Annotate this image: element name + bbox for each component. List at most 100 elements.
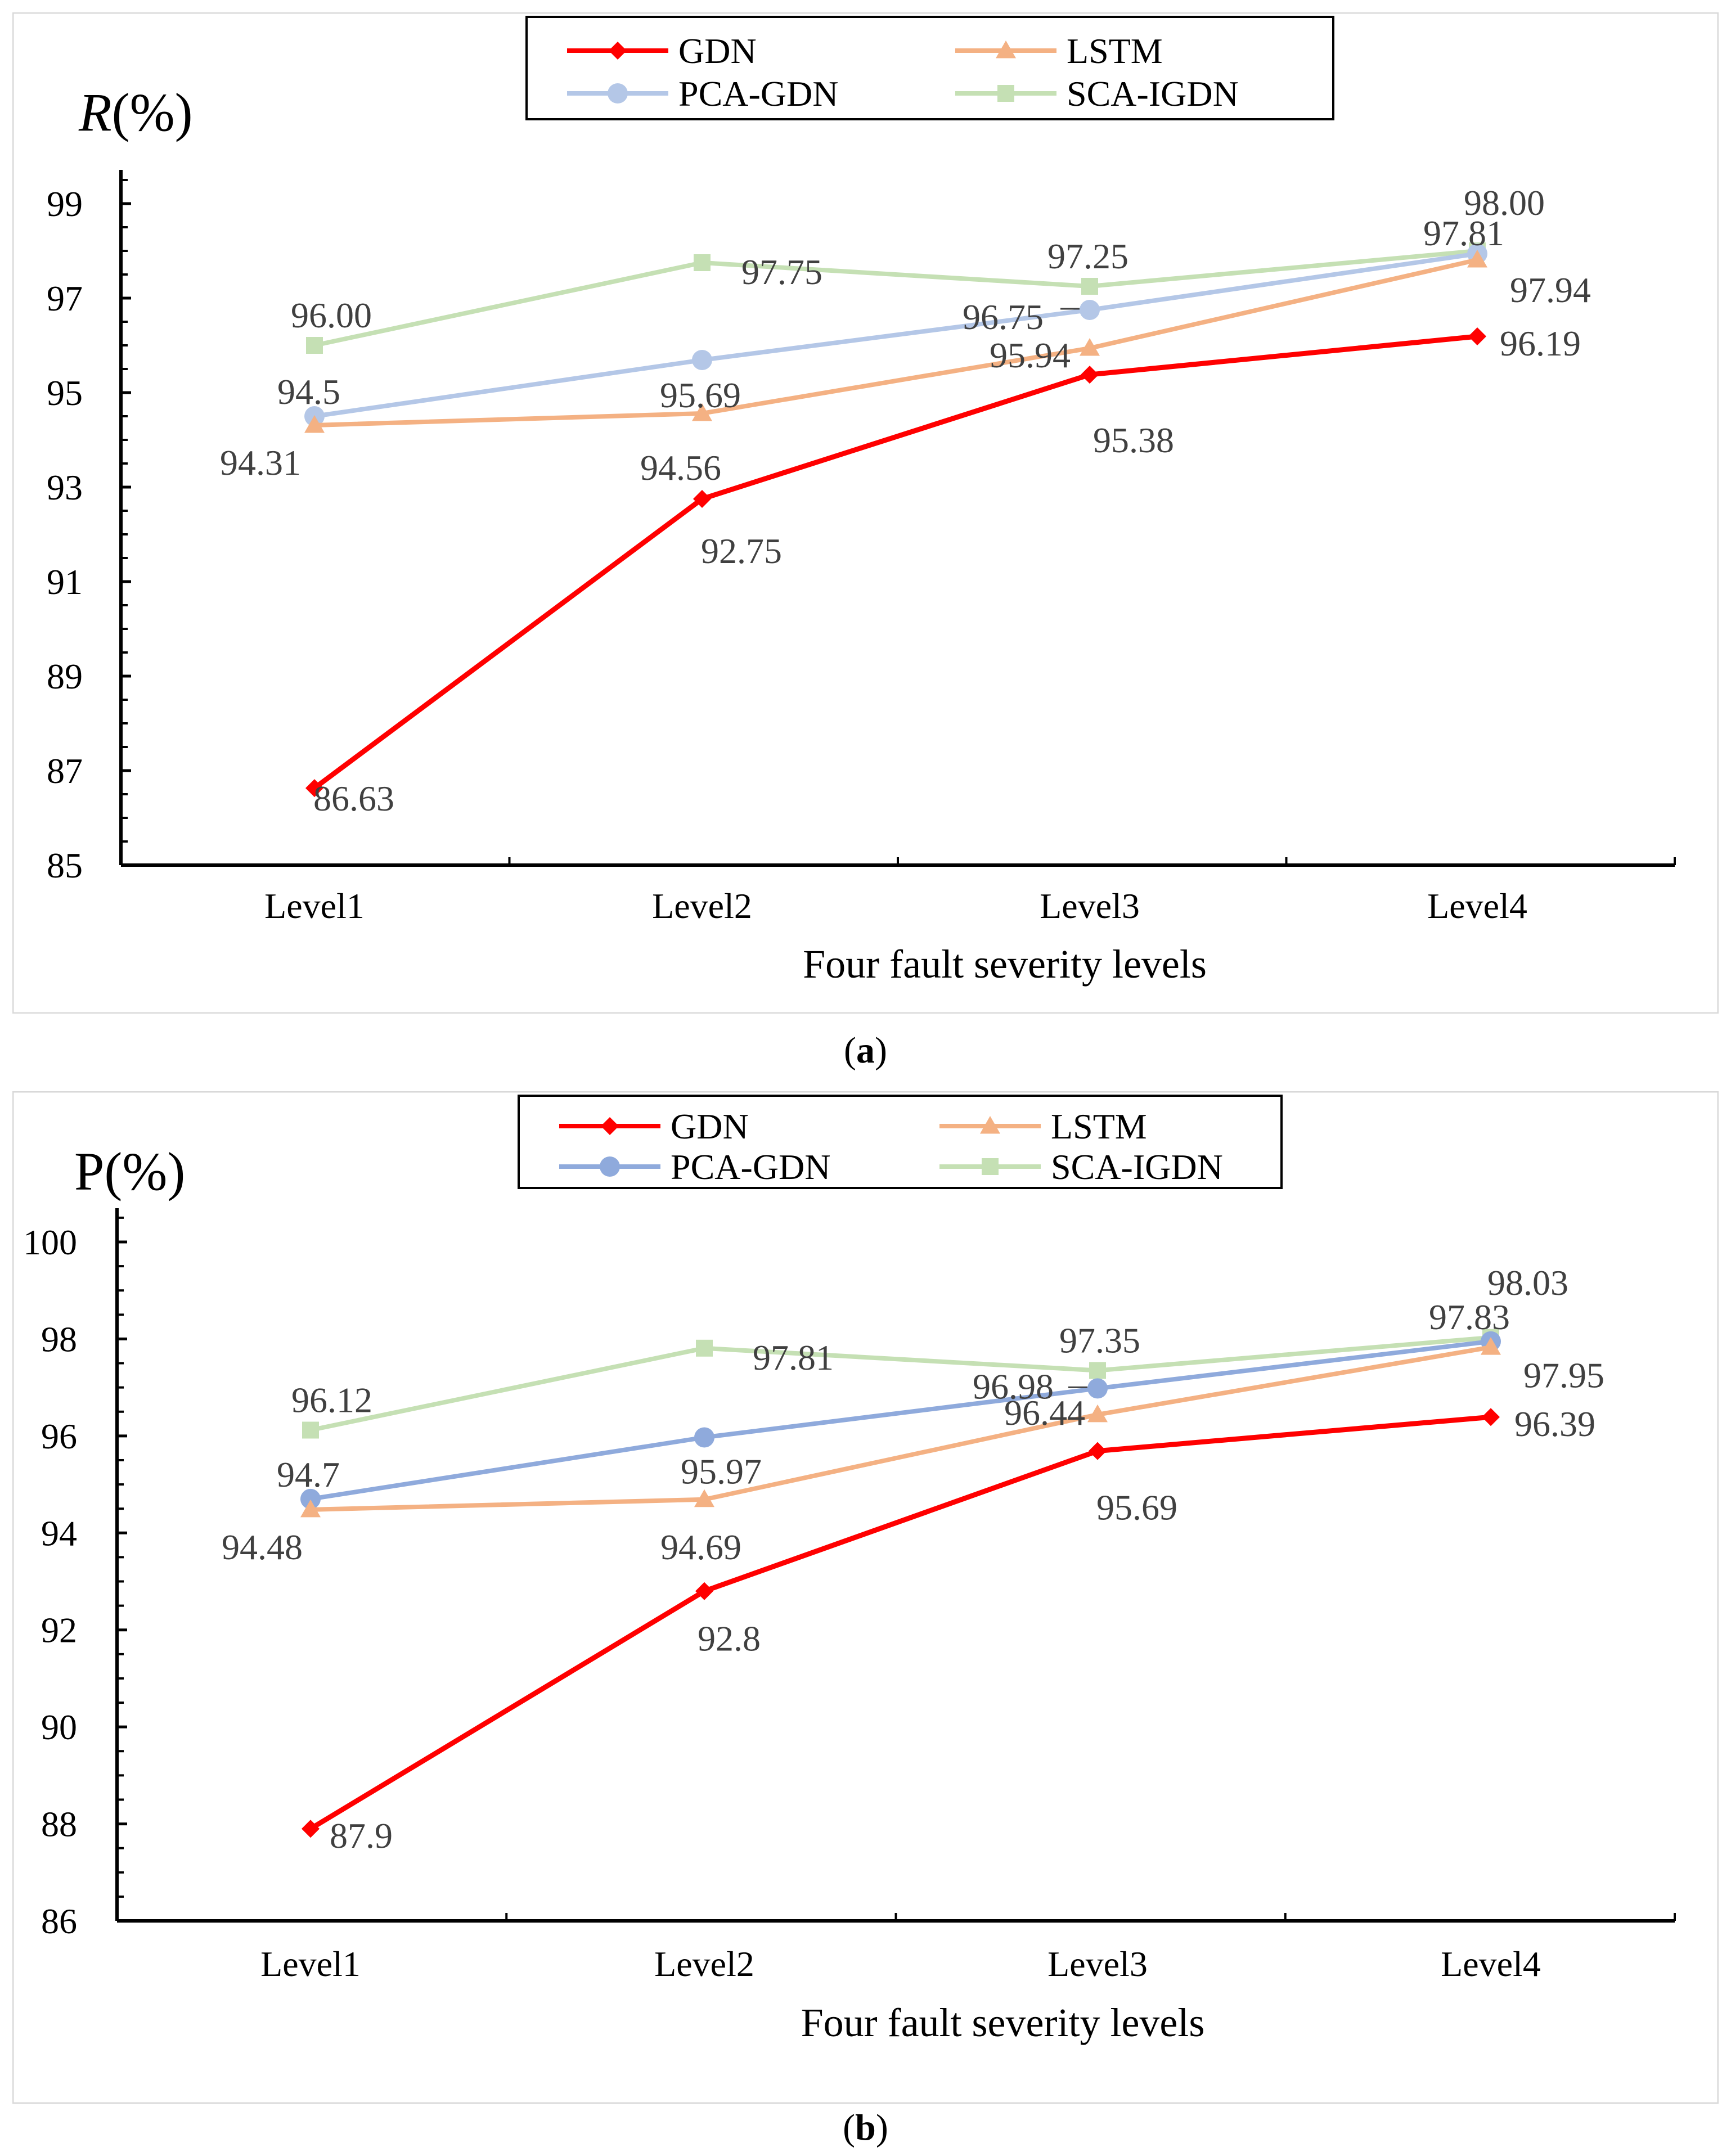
data-label-pca-gdn: 95.97 [681, 1451, 762, 1491]
y-tick-label: 97 [47, 278, 83, 318]
legend-marker-gdn [601, 1117, 619, 1135]
series-line-sca-igdn [310, 1335, 1491, 1433]
data-point-sca-igdn [696, 1339, 713, 1357]
legend-marker-lstm [996, 40, 1016, 58]
data-label-sca-igdn: 97.75 [741, 252, 822, 292]
data-label-gdn: 87.9 [330, 1816, 393, 1856]
x-axis-title: Four fault severity levels [803, 942, 1207, 987]
data-point-sca-igdn [694, 254, 711, 271]
data-label-lstm: 97.83 [1429, 1297, 1510, 1337]
data-label-gdn: 92.8 [698, 1619, 761, 1659]
data-label-lstm: 96.44 [1004, 1393, 1085, 1433]
data-point-lstm [694, 1489, 714, 1507]
data-point-pca-gdn [694, 1427, 714, 1448]
data-label-sca-igdn: 98.00 [1464, 183, 1545, 223]
y-tick-label: 85 [47, 845, 83, 885]
legend-marker-gdn [609, 42, 627, 60]
data-point-lstm [1481, 1337, 1501, 1355]
y-tick-label: 89 [47, 656, 83, 696]
series-gdn [302, 1408, 1500, 1838]
legend-label-pca-gdn: PCA-GDN [671, 1147, 830, 1187]
chart-frame [12, 12, 1719, 1014]
y-axis-title-text: (%) [112, 82, 193, 142]
data-point-lstm [1467, 249, 1487, 268]
data-label-sca-igdn: 98.03 [1487, 1263, 1568, 1303]
legend-label-sca-igdn: SCA-IGDN [1051, 1147, 1223, 1187]
legend: GDN LSTM PCA-GDN SCA-IGDN [525, 16, 1334, 120]
data-point-pca-gdn [1080, 300, 1100, 320]
data-point-gdn [302, 1820, 320, 1838]
legend-item-sca-igdn: SCA-IGDN [955, 74, 1239, 114]
data-point-gdn [1468, 327, 1486, 346]
legend-label-gdn: GDN [678, 31, 757, 71]
data-label-sca-igdn: 96.00 [291, 295, 372, 335]
data-point-sca-igdn [1089, 1362, 1106, 1379]
y-tick-label: 100 [23, 1222, 77, 1262]
data-point-lstm [1087, 1404, 1108, 1423]
x-tick-label-level3: Level3 [1040, 886, 1140, 926]
data-point-gdn [1081, 366, 1099, 384]
data-label-sca-igdn: 97.25 [1047, 236, 1128, 276]
x-axis-title: Four fault severity levels [801, 2000, 1205, 2045]
caption-b: (b) [843, 2107, 888, 2148]
x-tick-label-level4: Level4 [1427, 886, 1527, 926]
series-pca-gdn [300, 1331, 1501, 1509]
data-point-gdn [695, 1582, 713, 1600]
data-label-pca-gdn: 97.95 [1523, 1356, 1604, 1396]
y-tick-label: 93 [47, 467, 83, 507]
y-axis-title: P(%) [74, 1141, 185, 1201]
series-gdn [305, 327, 1486, 798]
y-tick-label: 87 [47, 751, 83, 791]
x-tick-label-level3: Level3 [1047, 1944, 1148, 1984]
legend: GDN LSTM PCA-GDN SCA-IGDN [518, 1095, 1283, 1189]
data-label-lstm: 94.56 [640, 448, 721, 488]
data-label-gdn: 92.75 [701, 531, 782, 571]
data-label-gdn: 95.69 [1096, 1488, 1177, 1528]
legend-label-gdn: GDN [671, 1106, 749, 1146]
caption-b-letter: b [855, 2107, 876, 2148]
legend-label-lstm: LSTM [1051, 1106, 1147, 1146]
data-point-sca-igdn [306, 337, 323, 354]
data-label-sca-igdn: 97.81 [753, 1338, 834, 1378]
y-tick-label: 91 [47, 562, 83, 602]
legend-marker-pca-gdn [600, 1156, 620, 1177]
y-tick-label: 94 [41, 1513, 77, 1553]
data-point-gdn [1089, 1442, 1107, 1460]
x-tick-label-level2: Level2 [652, 886, 752, 926]
y-axis-title-text: P(%) [74, 1141, 185, 1201]
x-tick-label-level1: Level1 [260, 1944, 361, 1984]
chart-frame [12, 1091, 1719, 2104]
data-label-lstm: 97.81 [1423, 213, 1504, 253]
data-label-pca-gdn: 94.7 [277, 1455, 340, 1495]
data-point-pca-gdn [300, 1488, 321, 1509]
data-label-pca-gdn: 95.69 [660, 375, 741, 415]
y-tick-label: 90 [41, 1707, 77, 1747]
data-point-pca-gdn [1087, 1378, 1108, 1399]
data-label-pca-gdn: 94.5 [277, 372, 340, 412]
series-line-lstm [310, 1345, 1491, 1512]
series-line-gdn [313, 334, 1478, 790]
legend-label-pca-gdn: PCA-GDN [678, 74, 838, 114]
y-tick-label: 86 [41, 1901, 77, 1941]
data-label-pca-gdn: 97.94 [1510, 270, 1591, 310]
data-point-pca-gdn [692, 350, 712, 371]
x-tick-label-level4: Level4 [1441, 1944, 1541, 1984]
data-label-lstm: 94.48 [222, 1527, 303, 1567]
caption-a: (a) [844, 1030, 887, 1071]
series-lstm [304, 249, 1487, 433]
series-line-gdn [309, 1414, 1491, 1831]
data-label-lstm: 94.69 [660, 1527, 741, 1567]
data-label-sca-igdn: 97.35 [1059, 1320, 1140, 1360]
legend-label-sca-igdn: SCA-IGDN [1067, 74, 1239, 114]
data-point-gdn [305, 779, 323, 798]
chart-a: 85 87 89 91 93 95 97 99 Level1 Level2 Level3 Level4… [12, 12, 1719, 1014]
caption-a-letter: a [856, 1030, 875, 1071]
legend-marker-pca-gdn [608, 83, 628, 103]
y-tick-label: 95 [47, 373, 83, 413]
legend-item-pca-gdn: PCA-GDN [559, 1147, 830, 1187]
series-lstm [300, 1337, 1501, 1518]
chart-b: 86 88 90 92 94 96 98 100 Level1 Level2 Level3 Level… [12, 1091, 1719, 2104]
legend-marker-sca-igdn [982, 1158, 999, 1175]
data-point-lstm [1080, 338, 1100, 356]
legend-marker-lstm [980, 1116, 1000, 1134]
